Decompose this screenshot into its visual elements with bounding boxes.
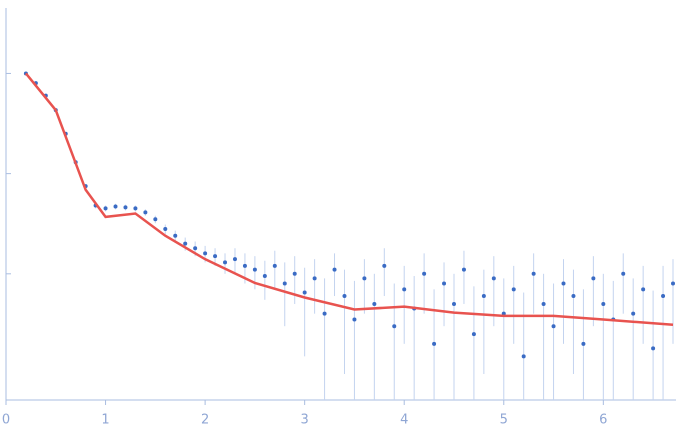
data-point bbox=[123, 205, 128, 210]
x-tick-label: 1 bbox=[101, 413, 109, 428]
data-point bbox=[631, 311, 636, 316]
data-point bbox=[183, 241, 188, 246]
data-point bbox=[481, 294, 486, 299]
data-point bbox=[223, 260, 228, 265]
data-point bbox=[282, 281, 287, 286]
data-point bbox=[372, 301, 377, 306]
data-point bbox=[551, 324, 556, 329]
data-point bbox=[322, 311, 327, 316]
data-point bbox=[103, 206, 108, 211]
x-tick-label: 3 bbox=[301, 413, 309, 428]
data-point bbox=[392, 324, 397, 329]
data-point bbox=[641, 287, 646, 292]
data-point bbox=[581, 341, 586, 346]
fit-line bbox=[24, 72, 674, 327]
data-point bbox=[461, 267, 466, 272]
data-point bbox=[511, 287, 516, 292]
data-point bbox=[422, 271, 427, 276]
data-point bbox=[541, 301, 546, 306]
x-tick-label: 4 bbox=[400, 413, 408, 428]
data-point bbox=[143, 210, 148, 215]
data-point bbox=[312, 276, 317, 281]
x-tick-label: 0 bbox=[2, 413, 10, 428]
data-point bbox=[252, 267, 257, 272]
data-point bbox=[292, 271, 297, 276]
x-tick-label: 5 bbox=[500, 413, 508, 428]
data-point bbox=[491, 276, 496, 281]
data-point bbox=[432, 341, 437, 346]
data-point bbox=[242, 263, 247, 268]
data-point bbox=[272, 263, 277, 268]
data-point bbox=[133, 206, 138, 211]
data-point bbox=[651, 346, 656, 351]
data-point bbox=[531, 271, 536, 276]
data-point bbox=[561, 281, 566, 286]
data-point bbox=[302, 290, 307, 295]
data-point bbox=[591, 276, 596, 281]
data-point bbox=[262, 274, 267, 279]
data-point bbox=[332, 267, 337, 272]
data-point bbox=[671, 281, 676, 286]
data-point bbox=[193, 246, 198, 251]
x-tick-label: 6 bbox=[599, 413, 607, 428]
data-point bbox=[442, 281, 447, 286]
data-point bbox=[352, 317, 357, 322]
data-point bbox=[153, 217, 158, 222]
data-point bbox=[232, 257, 237, 262]
data-point bbox=[382, 263, 387, 268]
x-tick-label: 2 bbox=[201, 413, 209, 428]
data-point bbox=[451, 301, 456, 306]
data-point bbox=[342, 294, 347, 299]
data-point bbox=[163, 227, 168, 232]
data-point bbox=[571, 294, 576, 299]
data-point bbox=[601, 301, 606, 306]
data-point bbox=[402, 287, 407, 292]
data-point bbox=[173, 233, 178, 238]
data-point bbox=[471, 332, 476, 337]
data-point bbox=[661, 294, 666, 299]
data-point bbox=[362, 276, 367, 281]
data-point bbox=[521, 354, 526, 359]
data-point bbox=[203, 251, 208, 256]
data-point bbox=[213, 254, 218, 259]
data-point bbox=[113, 204, 118, 209]
data-point bbox=[621, 271, 626, 276]
